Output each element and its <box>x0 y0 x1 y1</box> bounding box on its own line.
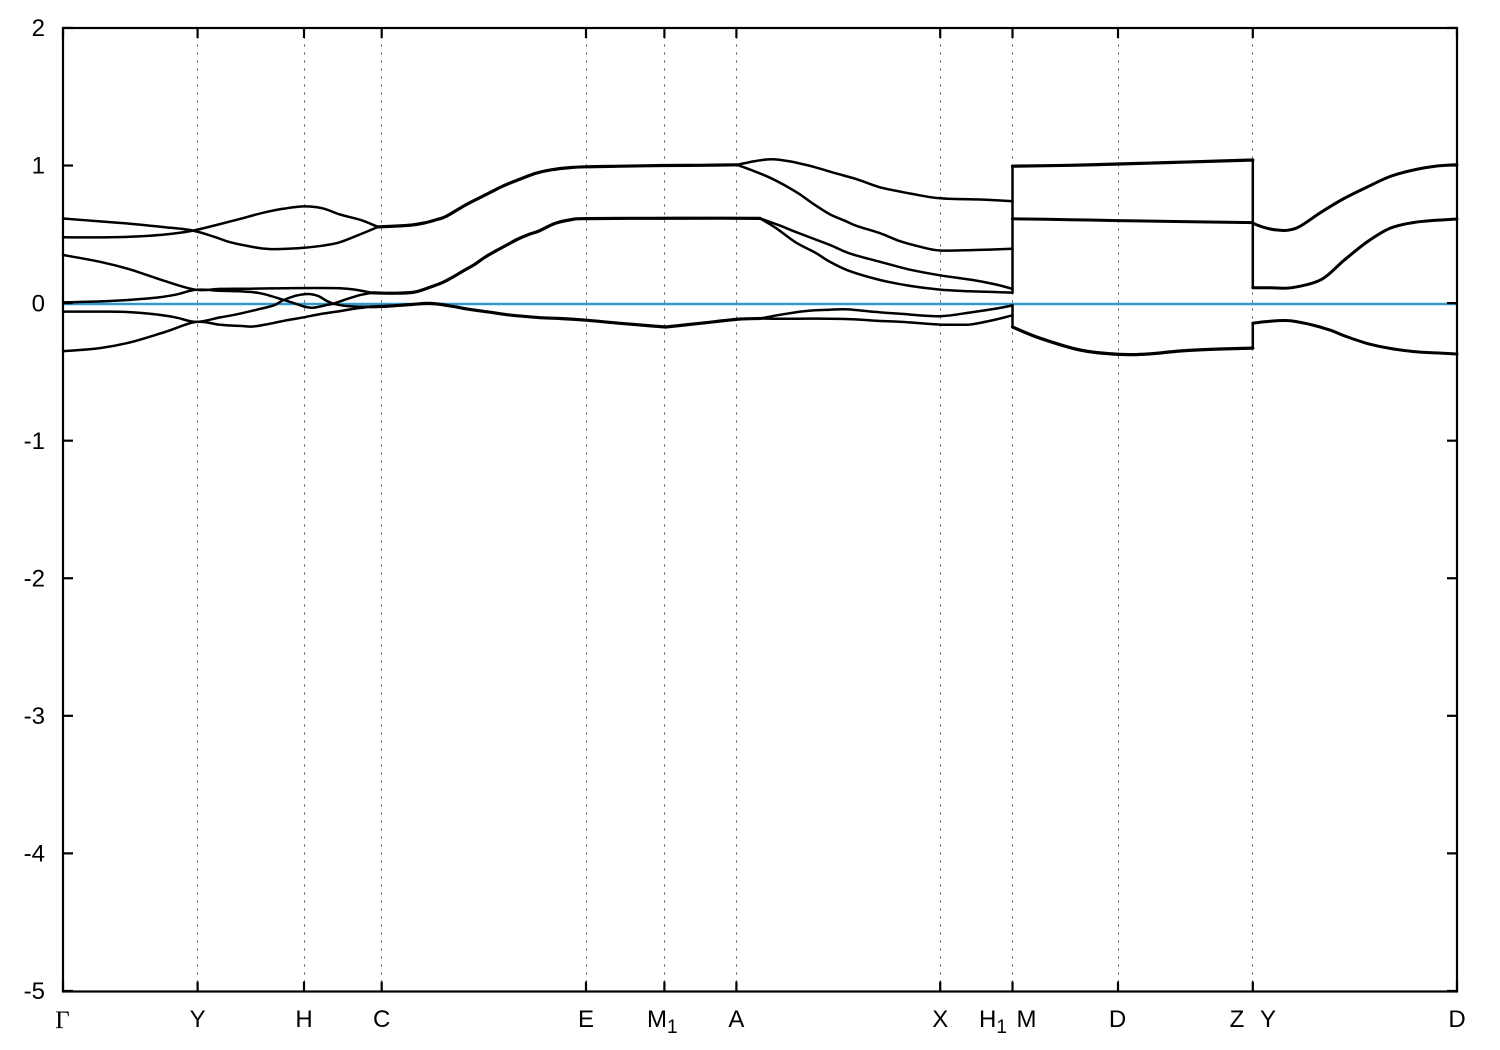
svg-text:A: A <box>728 1006 744 1033</box>
svg-text:Z: Z <box>1230 1006 1245 1033</box>
svg-text:-4: -4 <box>24 841 45 868</box>
svg-text:D: D <box>1109 1006 1126 1033</box>
svg-text:X: X <box>932 1006 948 1033</box>
svg-text:Y: Y <box>1260 1006 1276 1033</box>
svg-text:H: H <box>295 1006 312 1033</box>
svg-text:D: D <box>1448 1006 1465 1033</box>
svg-text:-2: -2 <box>24 565 45 592</box>
svg-text:2: 2 <box>32 15 45 42</box>
svg-text:M: M <box>1017 1006 1037 1033</box>
svg-text:Γ: Γ <box>55 1007 69 1034</box>
svg-text:E: E <box>578 1006 594 1033</box>
svg-text:-5: -5 <box>24 978 45 1005</box>
svg-text:-3: -3 <box>24 703 45 730</box>
svg-text:-1: -1 <box>24 428 45 455</box>
svg-text:Y: Y <box>190 1006 206 1033</box>
svg-text:1: 1 <box>32 153 45 180</box>
svg-text:C: C <box>373 1006 390 1033</box>
svg-text:0: 0 <box>32 290 45 317</box>
